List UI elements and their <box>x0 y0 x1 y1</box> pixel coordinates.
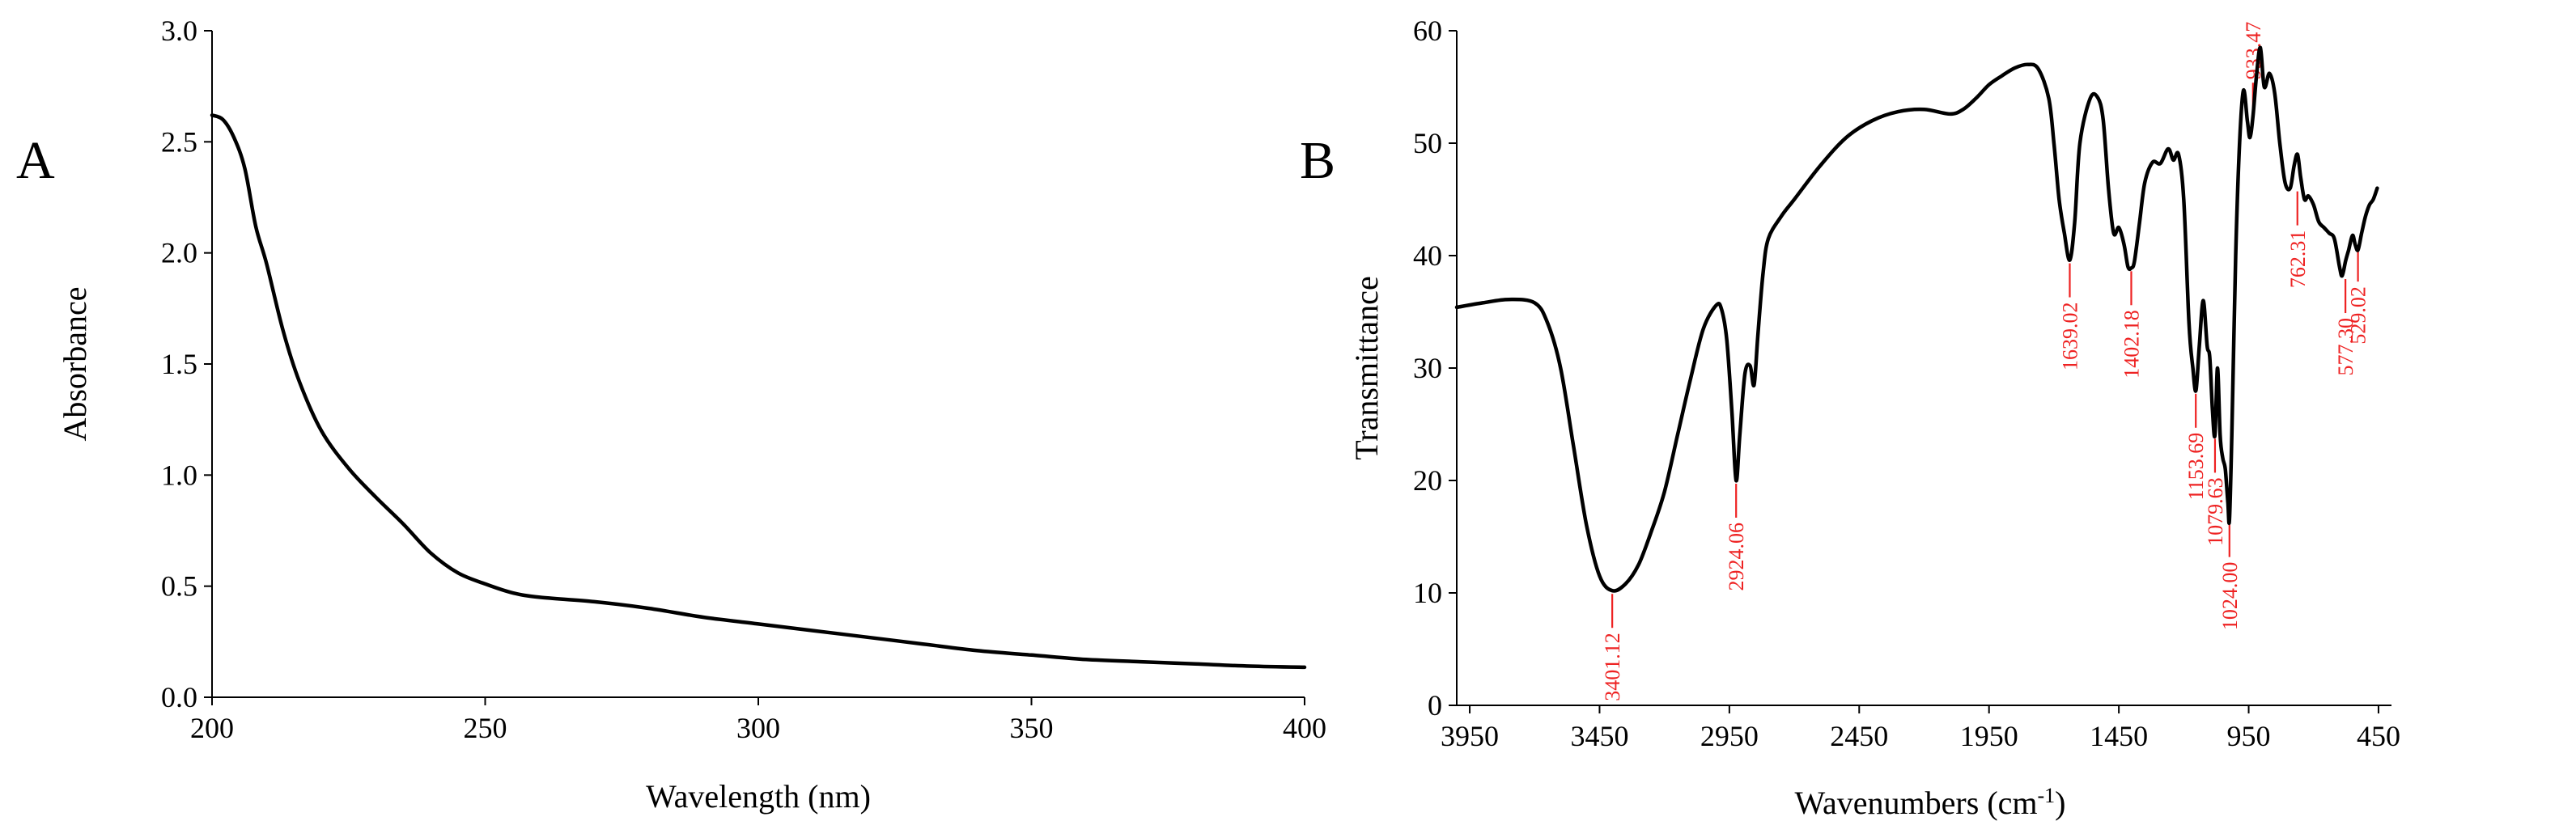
panel-a-uv-spectrum: A 0.00.51.01.52.02.53.0 200 250 300 350 400 … <box>16 15 1326 815</box>
panel-a-y-tick-label: 1.0 <box>161 459 197 491</box>
panel-b-transmittance-curve <box>1454 45 2379 593</box>
panel-b-x-tick-label: 3950 <box>1441 720 1499 752</box>
panel-b-y-tick-label: 10 <box>1413 577 1442 609</box>
panel-a-y-tick-label: 2.5 <box>161 125 197 158</box>
panel-b-x-tick-label: 3450 <box>1570 720 1628 752</box>
panel-b-x-tick-label: 2950 <box>1700 720 1759 752</box>
peak-annotation-label: 577.30 <box>2334 318 2357 376</box>
panel-b-x-axis-label-superscript: -1 <box>2038 784 2056 807</box>
panel-a-y-tick-label: 1.5 <box>161 348 197 380</box>
panel-b-x-axis-label-tail: ) <box>2055 785 2065 821</box>
panel-a-y-tick-label: 0.5 <box>161 570 197 603</box>
panel-b-y-tick-label: 40 <box>1413 239 1442 272</box>
peak-annotation-label: 2924.06 <box>1725 523 1748 591</box>
panel-a-absorbance-curve <box>210 113 1307 670</box>
peak-annotation: 3401.12 <box>1601 594 1624 701</box>
peak-annotation-label: 1153.69 <box>2184 433 2208 501</box>
panel-a-x-axis-label: Wavelength (nm) <box>646 778 871 815</box>
panel-a-x-ticks: 200 250 300 350 400 <box>190 697 1326 744</box>
panel-a-label: A <box>16 131 55 190</box>
peak-annotation: 2924.06 <box>1725 484 1748 591</box>
peak-annotation: 529.02 <box>2347 248 2370 345</box>
peak-annotation: 1153.69 <box>2184 393 2208 501</box>
panel-b-ftir-spectrum: B 0 10 20 30 40 50 60 3950 3450 2950 2450 1950 1450… <box>1300 15 2400 821</box>
panel-b-y-tick-label: 60 <box>1413 15 1442 47</box>
panel-a-y-tick-label: 2.0 <box>161 237 197 269</box>
panel-a-y-axis-label: Absorbance <box>57 286 93 441</box>
peak-annotation: 577.30 <box>2334 279 2357 376</box>
panel-b-x-axis-label-main: Wavenumbers (cm <box>1795 785 2038 821</box>
panel-a-x-tick-label: 300 <box>736 712 780 744</box>
panel-a-y-ticks: 0.0 0.5 1.0 1.5 2.0 2.5 3.0 <box>161 15 212 713</box>
panel-a-x-tick-label: 400 <box>1283 712 1326 744</box>
panel-b-x-tick-label: 1450 <box>2090 720 2148 752</box>
panel-b-y-tick-label: 0 <box>1428 689 1442 722</box>
panel-a-y-tick-label: 0.0 <box>161 681 197 713</box>
panel-b-label: B <box>1300 131 1335 190</box>
panel-b-x-tick-label: 2450 <box>1830 720 1888 752</box>
panel-b-y-tick-label: 30 <box>1413 352 1442 384</box>
panel-b-y-tick-label: 50 <box>1413 127 1442 159</box>
peak-annotation: 1639.02 <box>2058 263 2082 371</box>
peak-annotation-label: 1639.02 <box>2058 303 2082 371</box>
panel-b-x-ticks: 3950 3450 2950 2450 1950 1450 950 450 <box>1441 705 2400 752</box>
peak-annotation: 1079.63 <box>2204 438 2227 546</box>
panel-a-x-tick-label: 350 <box>1010 712 1054 744</box>
panel-a-y-tick-label: 3.0 <box>161 15 197 47</box>
peak-annotation-label: 762.31 <box>2286 231 2310 289</box>
peak-annotation-label: 1402.18 <box>2120 310 2143 379</box>
panel-b-x-axis-label: Wavenumbers (cm-1) <box>1795 784 2066 821</box>
panel-a-x-tick-label: 250 <box>464 712 507 744</box>
peak-annotation-label: 529.02 <box>2347 286 2370 345</box>
panel-a-x-tick-label: 200 <box>190 712 234 744</box>
panel-b-x-tick-label: 950 <box>2227 720 2271 752</box>
panel-b-y-ticks: 0 10 20 30 40 50 60 <box>1413 15 1457 722</box>
peak-annotation: 1402.18 <box>2120 271 2143 379</box>
panel-b-y-tick-label: 20 <box>1413 464 1442 497</box>
peak-annotation-label: 1024.00 <box>2218 562 2242 631</box>
panel-b-y-axis-label: Transmittance <box>1348 276 1385 459</box>
peak-annotation-label: 3401.12 <box>1601 633 1624 701</box>
peak-annotation: 762.31 <box>2286 191 2310 289</box>
peak-annotation: 1024.00 <box>2218 523 2242 631</box>
panel-b-x-tick-label: 450 <box>2357 720 2400 752</box>
panel-b-peak-annotations: 3401.12 2924.06 1639.02 1402.18 1153.691079.… <box>1601 22 2370 701</box>
panel-b-x-tick-label: 1950 <box>1960 720 2018 752</box>
peak-annotation-label: 1079.63 <box>2204 477 2227 546</box>
